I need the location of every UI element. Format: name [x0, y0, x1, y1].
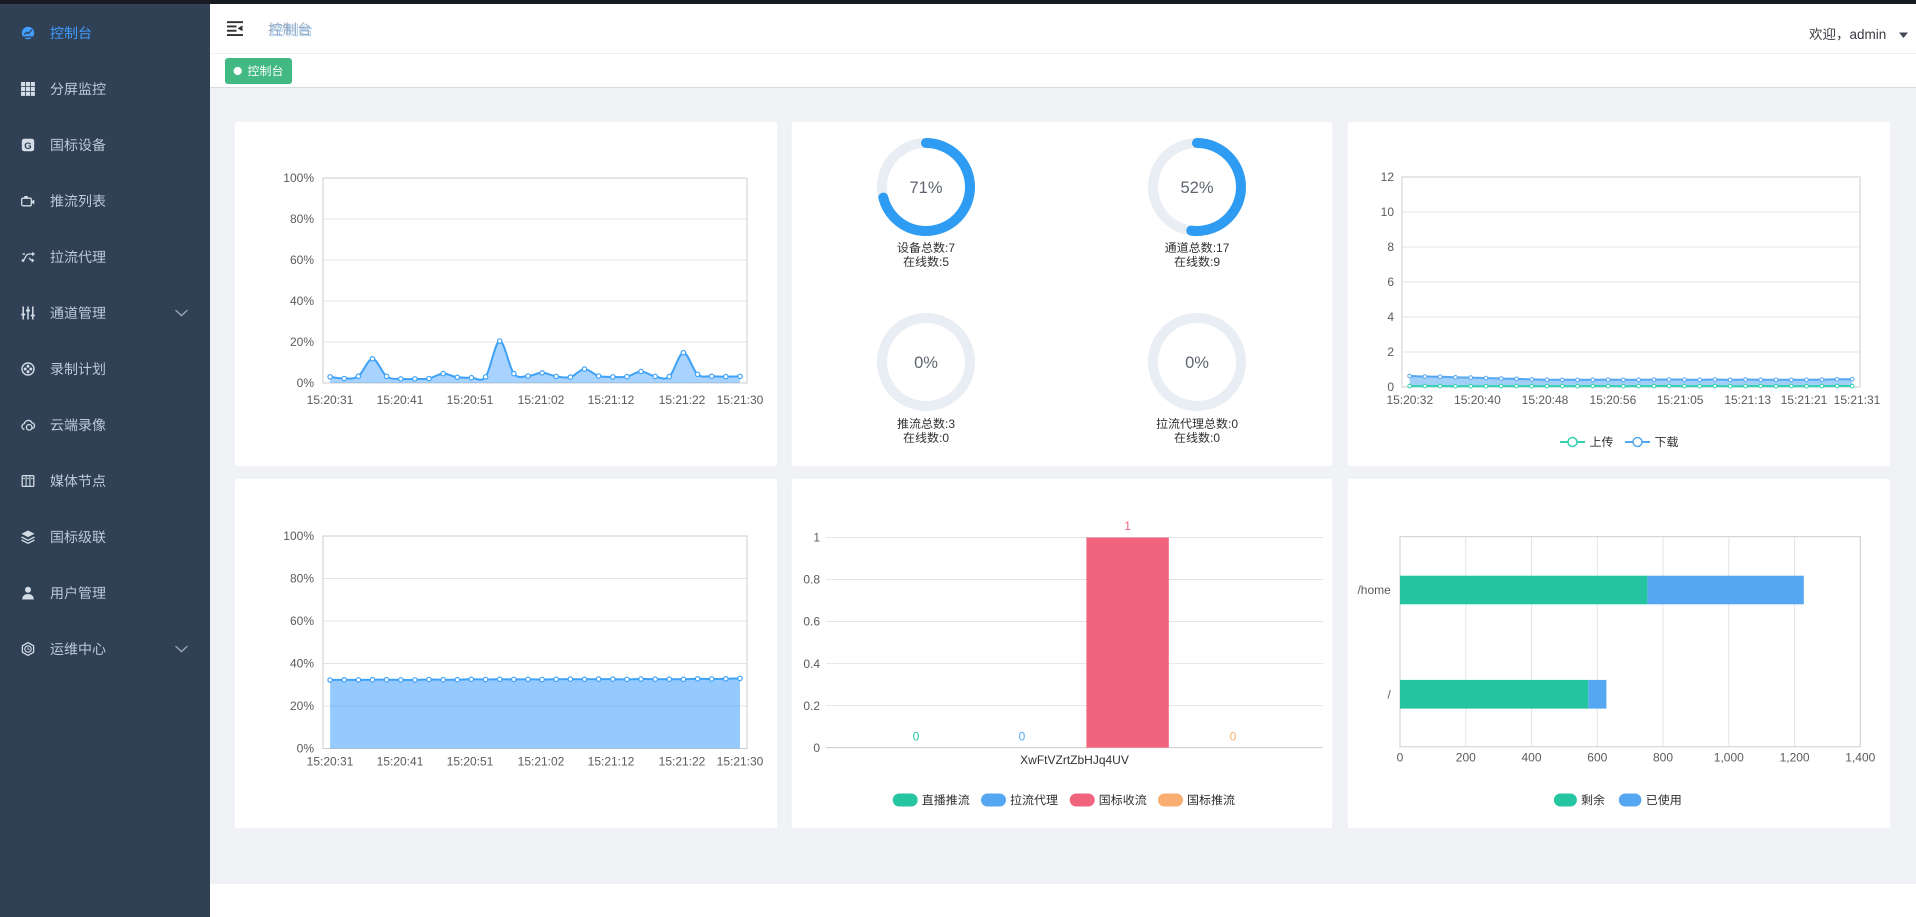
- svg-text:0: 0: [1230, 729, 1237, 743]
- svg-text:15:20:56: 15:20:56: [1590, 393, 1637, 407]
- svg-text:G: G: [24, 141, 31, 152]
- svg-text:1: 1: [813, 531, 820, 545]
- svg-text:0%: 0%: [914, 354, 938, 372]
- svg-text::7: :7: [945, 241, 955, 255]
- svg-text:0: 0: [1019, 729, 1026, 743]
- svg-text:60%: 60%: [290, 253, 314, 267]
- svg-text::0: :0: [1210, 431, 1220, 445]
- svg-text:/home: /home: [1357, 583, 1391, 597]
- svg-text::5: :5: [939, 255, 949, 269]
- svg-text::0: :0: [1228, 417, 1238, 431]
- svg-text:8: 8: [1387, 240, 1394, 254]
- svg-text:1,000: 1,000: [1714, 751, 1744, 765]
- svg-text:0: 0: [813, 741, 820, 755]
- svg-text:40%: 40%: [290, 657, 314, 671]
- svg-text:15:21:13: 15:21:13: [1724, 393, 1771, 407]
- svg-text:admin: admin: [1850, 27, 1887, 42]
- svg-text:0%: 0%: [297, 376, 315, 390]
- svg-text::17: :17: [1213, 241, 1230, 255]
- svg-text:15:21:22: 15:21:22: [659, 755, 706, 769]
- svg-text:15:20:51: 15:20:51: [447, 393, 494, 407]
- svg-text:15:21:30: 15:21:30: [717, 393, 764, 407]
- svg-text:15:21:31: 15:21:31: [1834, 393, 1881, 407]
- svg-text::9: :9: [1210, 255, 1220, 269]
- svg-text:0.6: 0.6: [803, 615, 820, 629]
- svg-text:0.8: 0.8: [803, 573, 820, 587]
- svg-text:600: 600: [1587, 751, 1607, 765]
- svg-text:80%: 80%: [290, 572, 314, 586]
- svg-text:0: 0: [913, 729, 920, 743]
- svg-text:15:20:51: 15:20:51: [447, 755, 494, 769]
- svg-text:400: 400: [1521, 751, 1541, 765]
- svg-text:4: 4: [1387, 310, 1394, 324]
- svg-text:15:21:30: 15:21:30: [717, 755, 764, 769]
- svg-text:15:21:21: 15:21:21: [1781, 393, 1828, 407]
- svg-text:15:20:48: 15:20:48: [1522, 393, 1569, 407]
- svg-text:40%: 40%: [290, 294, 314, 308]
- svg-text:XwFtVZrtZbHJq4UV: XwFtVZrtZbHJq4UV: [1020, 753, 1129, 767]
- svg-text:15:20:32: 15:20:32: [1386, 393, 1433, 407]
- svg-text:20%: 20%: [290, 335, 314, 349]
- svg-text:52%: 52%: [1180, 179, 1213, 197]
- svg-text:15:21:02: 15:21:02: [518, 755, 565, 769]
- svg-text:800: 800: [1653, 751, 1673, 765]
- svg-text:0: 0: [1397, 751, 1404, 765]
- svg-text:100%: 100%: [283, 171, 314, 185]
- svg-text:15:21:22: 15:21:22: [659, 393, 706, 407]
- svg-text:0%: 0%: [297, 742, 315, 756]
- svg-text::0: :0: [939, 431, 949, 445]
- svg-text:15:21:02: 15:21:02: [518, 393, 565, 407]
- svg-text:1: 1: [1124, 519, 1131, 533]
- svg-text:15:21:05: 15:21:05: [1657, 393, 1704, 407]
- svg-text:15:20:41: 15:20:41: [377, 393, 424, 407]
- svg-text:71%: 71%: [909, 179, 942, 197]
- svg-text:0%: 0%: [1185, 354, 1209, 372]
- svg-text:15:21:12: 15:21:12: [588, 393, 635, 407]
- svg-text:15:20:31: 15:20:31: [307, 755, 354, 769]
- svg-text:0.2: 0.2: [803, 699, 820, 713]
- svg-text:6: 6: [1387, 275, 1394, 289]
- svg-text:100%: 100%: [283, 529, 314, 543]
- svg-text:1,200: 1,200: [1780, 751, 1810, 765]
- svg-text::3: :3: [945, 417, 955, 431]
- svg-text:2: 2: [1387, 345, 1394, 359]
- svg-text:15:21:12: 15:21:12: [588, 755, 635, 769]
- svg-text:20%: 20%: [290, 699, 314, 713]
- svg-text:15:20:31: 15:20:31: [307, 393, 354, 407]
- svg-text:80%: 80%: [290, 212, 314, 226]
- svg-text:1,400: 1,400: [1845, 751, 1875, 765]
- svg-text:200: 200: [1456, 751, 1476, 765]
- svg-text:/: /: [1387, 687, 1391, 701]
- svg-text:15:20:40: 15:20:40: [1454, 393, 1501, 407]
- svg-text:0.4: 0.4: [803, 657, 820, 671]
- svg-text:12: 12: [1381, 170, 1395, 184]
- svg-text:0: 0: [1387, 380, 1394, 394]
- svg-text:10: 10: [1381, 205, 1395, 219]
- svg-text:15:20:41: 15:20:41: [377, 755, 424, 769]
- svg-text:60%: 60%: [290, 614, 314, 628]
